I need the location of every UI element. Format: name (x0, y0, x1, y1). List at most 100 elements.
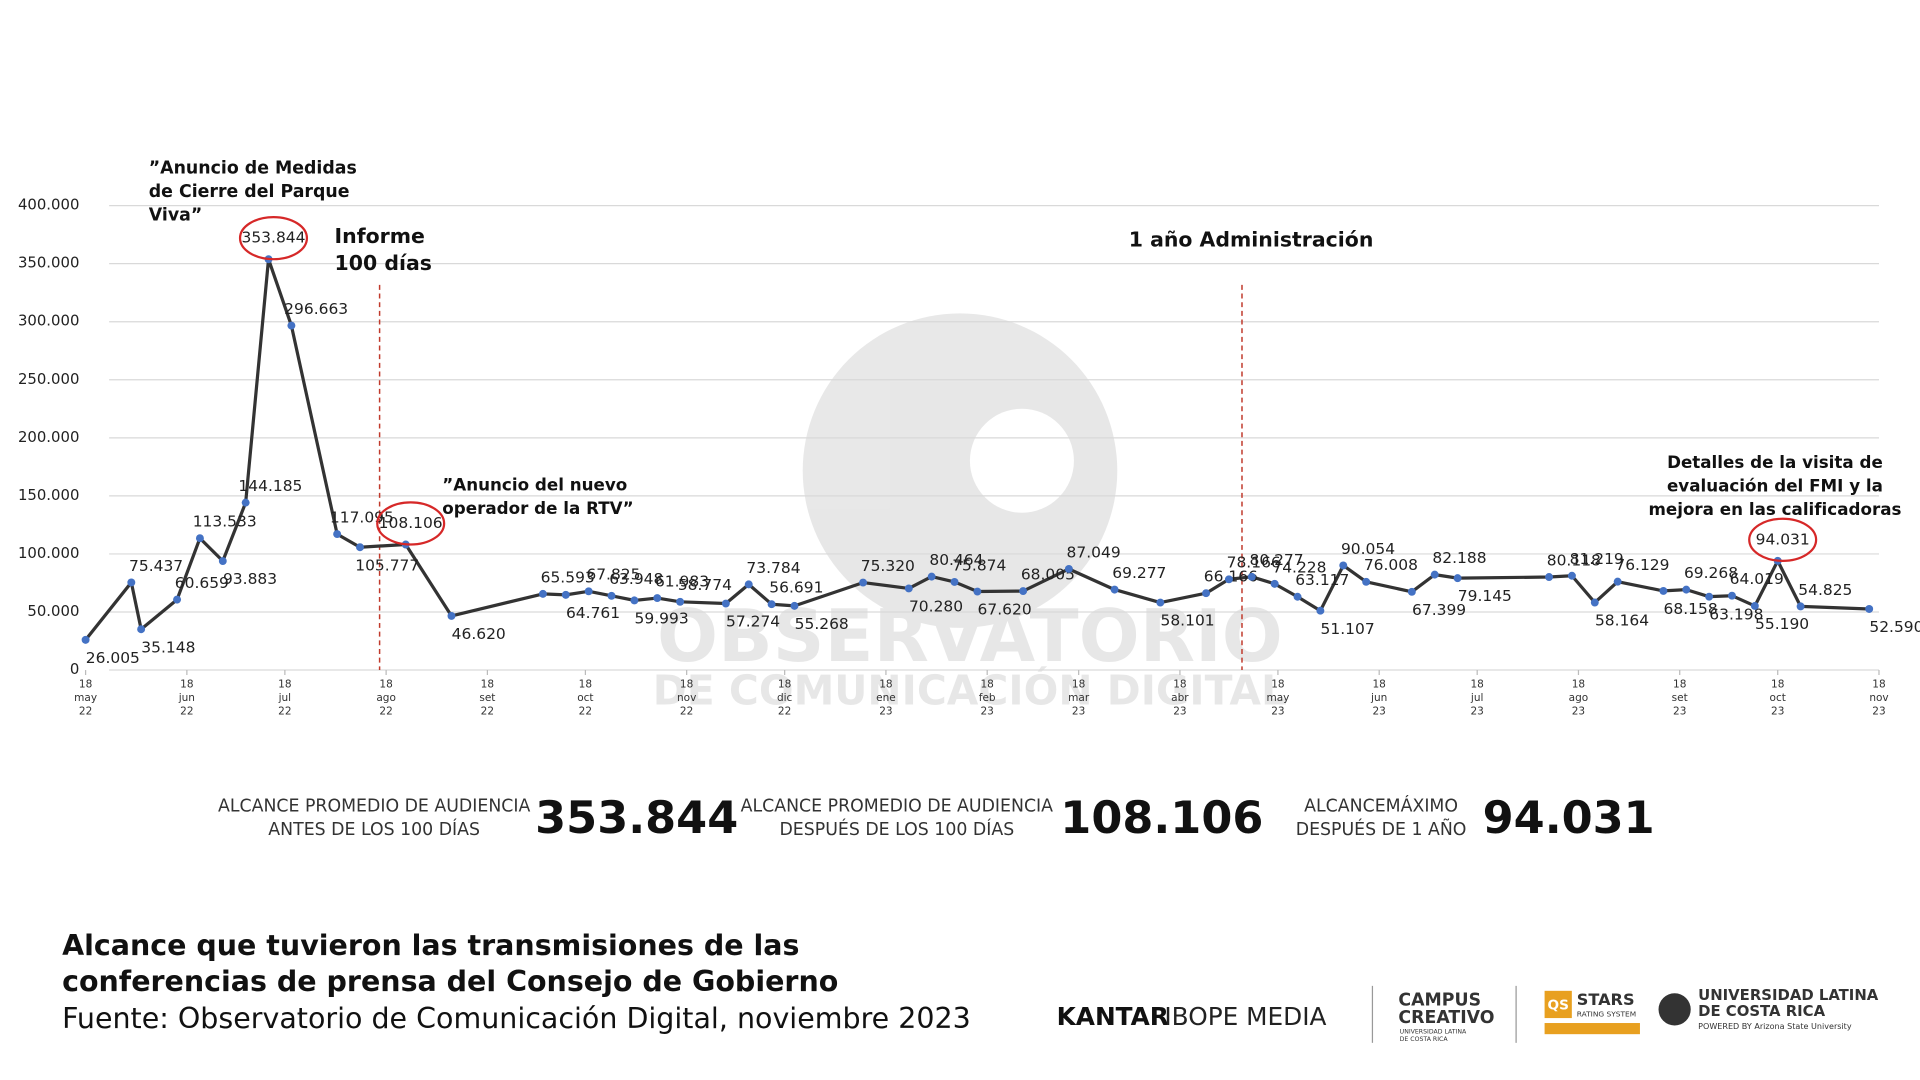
data-label: 80.464 (929, 551, 983, 569)
x-tick-label: 18 ene 23 (876, 678, 896, 719)
data-label: 63.948 (609, 570, 663, 588)
footer-title-box: Alcance que tuvieron las transmisiones d… (62, 930, 839, 999)
stat-label: ALCANCEMÁXIMO (1304, 794, 1458, 816)
point (1202, 589, 1211, 598)
annotation-box: 1 año Administración (1129, 228, 1374, 252)
point (173, 595, 182, 604)
data-label: 80.277 (1249, 551, 1303, 569)
x-tick-label-box: 18 ago 23 (1569, 679, 1589, 719)
highlight-ring (376, 501, 446, 546)
data-label: 68.158 (1664, 600, 1718, 618)
data-label: 79.145 (1458, 587, 1512, 605)
point (767, 600, 776, 609)
data-label: 64.019 (1730, 570, 1784, 588)
x-tick-label: 18 oct 22 (577, 678, 594, 719)
annotation: ”Anuncio de Medidas de Cierre del Parque… (148, 158, 357, 226)
watermark-circle (802, 313, 1118, 628)
point (1019, 587, 1028, 596)
data-label: 113.533 (193, 513, 257, 531)
point (1156, 598, 1165, 607)
x-tick-label-box: 18 jun 22 (178, 678, 195, 719)
point (1247, 572, 1256, 581)
data-label: 52.590 (1869, 618, 1920, 636)
highlight-ring (238, 215, 309, 261)
point (904, 584, 913, 593)
data-label: 296.663 (284, 300, 348, 318)
data-label: 69.277 (1112, 564, 1166, 582)
data-label: 51.107 (1321, 620, 1375, 638)
logo-ibope: IBOPE MEDIA (1164, 1002, 1326, 1031)
point (973, 587, 982, 596)
x-tick-label: 18 jul 23 (1470, 678, 1484, 719)
data-label: 67.399 (1412, 601, 1466, 619)
watermark-text: DE COMUNICACIÓN DIGITAL (653, 667, 1287, 715)
logo-ulatina: UNIVERSIDAD LATINA (1698, 986, 1879, 1004)
data-label: 75.320 (861, 557, 915, 575)
point (1796, 602, 1805, 611)
data-label: 74.228 (1272, 558, 1326, 576)
point (1293, 592, 1302, 601)
data-label: 58.101 (1161, 612, 1215, 630)
x-tick-label-box: 18 set 22 (479, 679, 495, 719)
logo-kantar: KANTAR (1057, 1002, 1169, 1031)
data-label: 94.031 (1756, 530, 1810, 548)
x-tick-label: 18 ago 22 (376, 678, 396, 719)
plot: 0 50.000 100.000 150.000 200.000 250.000 300.0… (18, 158, 1920, 1036)
x-tick-label: 18 nov 22 (676, 678, 697, 719)
point (1453, 574, 1462, 583)
watermark-eye (969, 408, 1074, 513)
footer-source-box: Fuente: Observatorio de Comunicación Dig… (62, 1003, 971, 1035)
data-label: 56.691 (769, 579, 823, 597)
x-tick-label-box: 18 set 23 (1672, 679, 1688, 719)
stat-value: 108.106 (1060, 792, 1263, 844)
logo-globe (1658, 993, 1691, 1026)
y-tick-label: 0 (70, 660, 79, 678)
annotation: ”Anuncio del nuevo operador de la RTV” (442, 475, 634, 519)
stat-label: ANTES DE LOS 100 DÍAS (268, 818, 480, 840)
stat-value: 353.844 (535, 792, 738, 844)
y-tick-label: 150.000 (18, 486, 79, 504)
annotation: Informe 100 días (334, 224, 432, 275)
data-label: 105.777 (355, 556, 419, 574)
x-tick-label: 18 jun 22 (178, 678, 195, 719)
x-tick-label: 18 dic 22 (776, 678, 793, 719)
point (744, 580, 753, 589)
point (356, 543, 364, 552)
data-label: 58.774 (678, 576, 732, 594)
x-tick-label: 18 abr 23 (1171, 678, 1189, 719)
x-tick-label-box: 18 abr 23 (1171, 678, 1189, 719)
data-label: 63.117 (1295, 571, 1349, 589)
annotation: Detalles de la visita de evaluación del … (1648, 453, 1902, 521)
point (538, 589, 547, 598)
data-label: 93.883 (223, 570, 277, 588)
stat-label: DESPUÉS DE 1 AÑO (1296, 818, 1467, 840)
x-tick-label-box: 18 mar 23 (1068, 679, 1089, 719)
y-tick-label: 350.000 (18, 254, 79, 272)
data-label: 353.844 (241, 229, 305, 247)
data-label: 76.008 (1364, 556, 1418, 574)
footer-title: Alcance que tuvieron las transmisiones d… (62, 930, 839, 999)
x-tick-label-box: 18 feb 23 (979, 679, 996, 719)
line (84, 257, 1870, 641)
point (1110, 585, 1119, 594)
data-label: 58.164 (1595, 612, 1649, 630)
point (1316, 606, 1325, 615)
point (653, 594, 662, 603)
y-tick-label: 300.000 (18, 312, 79, 330)
data-label: 70.280 (909, 598, 963, 616)
point (1865, 605, 1874, 613)
x-tick-label-box: 18 oct 23 (1770, 679, 1786, 719)
logo-stars: STARS (1577, 990, 1635, 1009)
data-label: 82.188 (1432, 549, 1486, 567)
x-tick-label-box: 18 jun 23 (1371, 679, 1387, 719)
annotation-box: Informe 100 días (334, 224, 432, 275)
data-label: 46.620 (452, 625, 506, 643)
x-tick-label-box: 18 ago 22 (376, 678, 396, 719)
data-label: 57.274 (726, 613, 780, 631)
data-label: 63.198 (1709, 606, 1763, 624)
stat-label: ALCANCE PROMEDIO DE AUDIENCIA (741, 796, 1054, 816)
y-tick-label: 50.000 (27, 602, 79, 620)
x-tick-label: 18 may 23 (1266, 678, 1290, 719)
data-label: 55.190 (1755, 615, 1809, 633)
